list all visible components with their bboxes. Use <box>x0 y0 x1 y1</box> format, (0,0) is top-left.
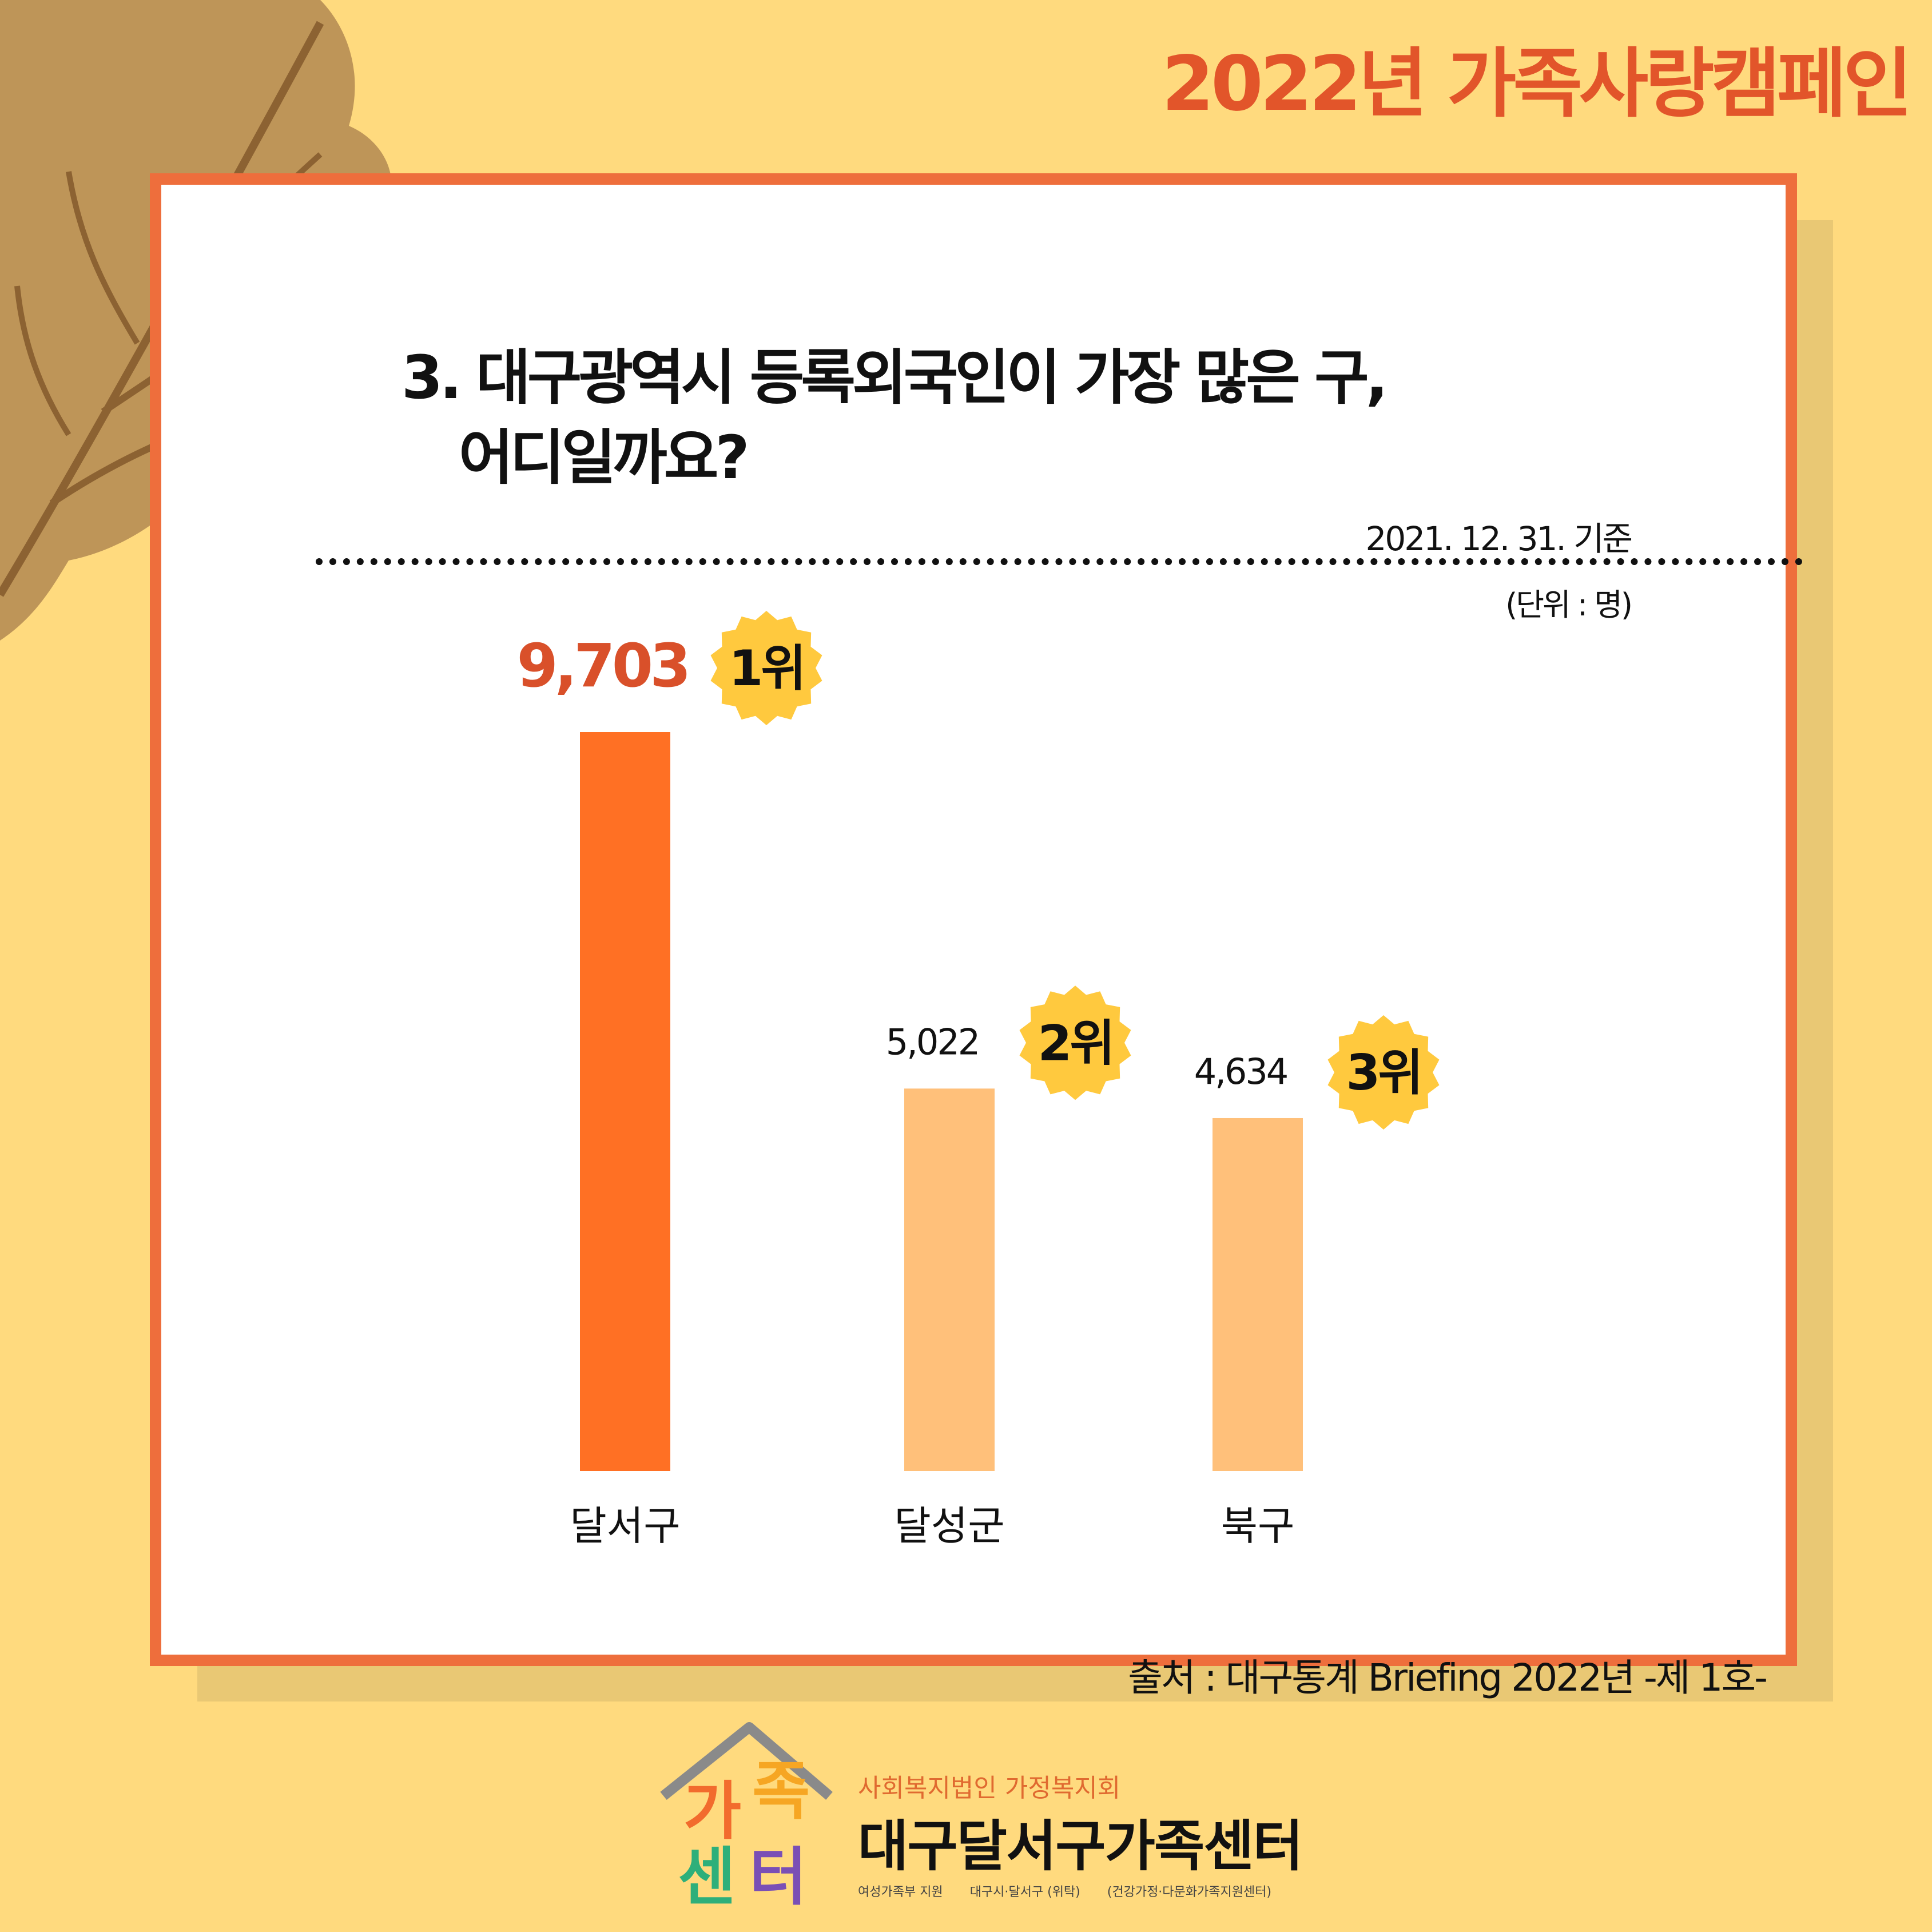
source-note: 출처 : 대구통계 Briefing 2022년 -제 1호- <box>1128 1656 1768 1700</box>
value-label-2: 5,022 <box>886 1021 979 1063</box>
rank-badge-3 <box>1327 1015 1440 1130</box>
logo-char-4: 터 <box>749 1840 807 1910</box>
rank-label-3: 3위 <box>1346 1044 1421 1102</box>
logo-char-3: 센 <box>678 1840 736 1910</box>
chart-card: 3. 대구광역시 등록외국인이 가장 많은 구, 어디일까요? 2021. 12… <box>150 173 1803 1666</box>
category-label-1: 달서구 <box>570 1502 680 1549</box>
org-name: 대구달서구가족센터 <box>858 1814 1303 1878</box>
house-logo-icon: 가 족 센 터 <box>660 1722 833 1910</box>
org-notes: 여성가족부 지원 대구시·달서구 (위탁) (건강가정·다문화가족지원센터) <box>858 1882 1294 1900</box>
rank-label-1: 1위 <box>729 640 804 697</box>
value-label-3: 4,634 <box>1194 1051 1287 1092</box>
reference-date: 2021. 12. 31. 기준 <box>1365 519 1633 558</box>
bar-2 <box>904 1088 995 1471</box>
logo-char-1: 가 <box>683 1775 741 1848</box>
dotted-divider <box>316 558 1803 565</box>
value-label-1: 9,703 <box>517 631 688 701</box>
question-title-line2: 어디일까요? <box>459 423 750 492</box>
rank-badge-1 <box>710 611 822 725</box>
center-logo: 가 족 센 터 사회복지법인 가정복지회 대구달서구가족센터 여성가족부 지원 … <box>652 1716 1303 1910</box>
logo-char-2: 족 <box>752 1755 810 1828</box>
campaign-title: 2022년 가족사랑캠페인 <box>1162 40 1913 128</box>
question-title-line1: 3. 대구광역시 등록외국인이 가장 많은 구, <box>401 343 1388 412</box>
rank-label-2: 2위 <box>1038 1015 1113 1072</box>
rank-badge-2 <box>1019 985 1131 1100</box>
org-parent-name: 사회복지법인 가정복지회 <box>858 1774 1121 1803</box>
org-note-2: 대구시·달서구 (위탁) <box>969 1885 1080 1899</box>
category-label-2: 달성군 <box>894 1502 1004 1549</box>
unit-label: (단위 : 명) <box>1505 587 1633 623</box>
org-note-1: 여성가족부 지원 <box>858 1885 943 1899</box>
org-note-3: (건강가정·다문화가족지원센터) <box>1107 1885 1272 1899</box>
category-label-3: 북구 <box>1221 1502 1295 1549</box>
bar-3 <box>1213 1118 1303 1471</box>
bar-1 <box>580 732 670 1471</box>
